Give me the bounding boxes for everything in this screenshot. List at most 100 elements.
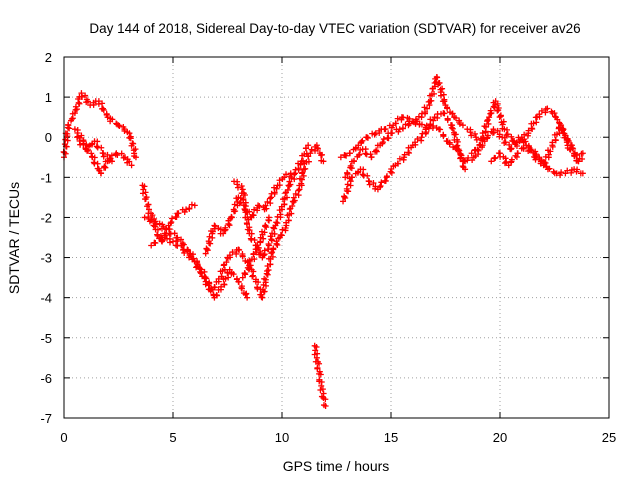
data-point (243, 290, 250, 297)
data-point (508, 133, 515, 140)
data-point (401, 151, 408, 158)
data-point (299, 170, 306, 177)
data-point (434, 74, 441, 81)
data-point (271, 225, 278, 232)
data-point (262, 202, 269, 209)
data-point (564, 167, 571, 174)
data-point (430, 117, 437, 124)
y-axis-label: SDTVAR / TECUs (6, 182, 22, 294)
data-point (431, 90, 438, 97)
data-point (552, 137, 559, 144)
data-point (346, 150, 353, 157)
data-point (84, 98, 91, 105)
data-point (268, 237, 275, 244)
plot-frame (63, 56, 610, 419)
data-point (223, 259, 230, 266)
data-point (318, 382, 325, 389)
data-point (461, 157, 468, 164)
data-point (479, 130, 486, 137)
data-point (242, 291, 249, 298)
data-point (454, 142, 461, 149)
data-point (536, 111, 543, 118)
data-point (547, 148, 554, 155)
data-point (364, 134, 371, 141)
data-point (291, 171, 298, 178)
data-point (68, 115, 75, 122)
data-point (508, 145, 515, 152)
data-point (544, 105, 551, 112)
data-point (127, 135, 134, 142)
data-point (171, 230, 178, 237)
data-point (297, 161, 304, 168)
data-point (228, 213, 235, 220)
data-point (226, 222, 233, 229)
data-point (559, 127, 566, 134)
data-point (222, 224, 229, 231)
data-point (344, 181, 351, 188)
data-point (368, 153, 375, 160)
data-point (486, 114, 493, 121)
data-point (241, 270, 248, 277)
data-point (239, 186, 246, 193)
data-point (284, 186, 291, 193)
data-point (88, 141, 95, 148)
data-point (354, 169, 361, 176)
data-point (175, 210, 182, 217)
data-point (522, 138, 529, 145)
data-point (444, 117, 451, 124)
data-point (355, 152, 362, 159)
data-point (241, 192, 248, 199)
data-point (289, 202, 296, 209)
data-point (557, 172, 564, 179)
data-point (472, 146, 479, 153)
data-point (457, 155, 464, 162)
data-point (468, 132, 475, 139)
data-point (65, 121, 72, 128)
data-point (75, 99, 82, 106)
data-point (382, 125, 389, 132)
data-point (261, 229, 268, 236)
data-point (234, 184, 241, 191)
data-point (439, 85, 446, 92)
data-point (471, 130, 478, 137)
data-point (503, 126, 510, 133)
data-point (379, 140, 386, 147)
data-point (288, 174, 295, 181)
data-point (568, 169, 575, 176)
data-point (418, 134, 425, 141)
data-point (541, 159, 548, 166)
data-point (243, 220, 250, 227)
grid (64, 57, 609, 418)
data-point (149, 212, 156, 219)
data-point (298, 176, 305, 183)
data-point (283, 171, 290, 178)
data-point (211, 284, 218, 291)
data-point (526, 147, 533, 154)
data-point (90, 101, 97, 108)
data-point (571, 152, 578, 159)
data-point (314, 145, 321, 152)
data-point (234, 181, 241, 188)
data-point (114, 152, 121, 159)
data-point (305, 158, 312, 165)
data-point (251, 236, 258, 243)
data-point (249, 272, 256, 279)
data-point (173, 214, 180, 221)
data-point (100, 153, 107, 160)
data-point (317, 371, 324, 378)
data-point (188, 201, 195, 208)
data-point (497, 113, 504, 120)
data-point (273, 185, 280, 192)
data-point (320, 158, 327, 165)
data-point (264, 268, 271, 275)
data-point (322, 402, 329, 409)
data-point (567, 146, 574, 153)
data-point (93, 143, 100, 150)
data-point (178, 236, 185, 243)
data-point (431, 114, 438, 121)
data-point (494, 107, 501, 114)
data-point (236, 200, 243, 207)
data-point (484, 116, 491, 123)
data-point (80, 140, 87, 147)
